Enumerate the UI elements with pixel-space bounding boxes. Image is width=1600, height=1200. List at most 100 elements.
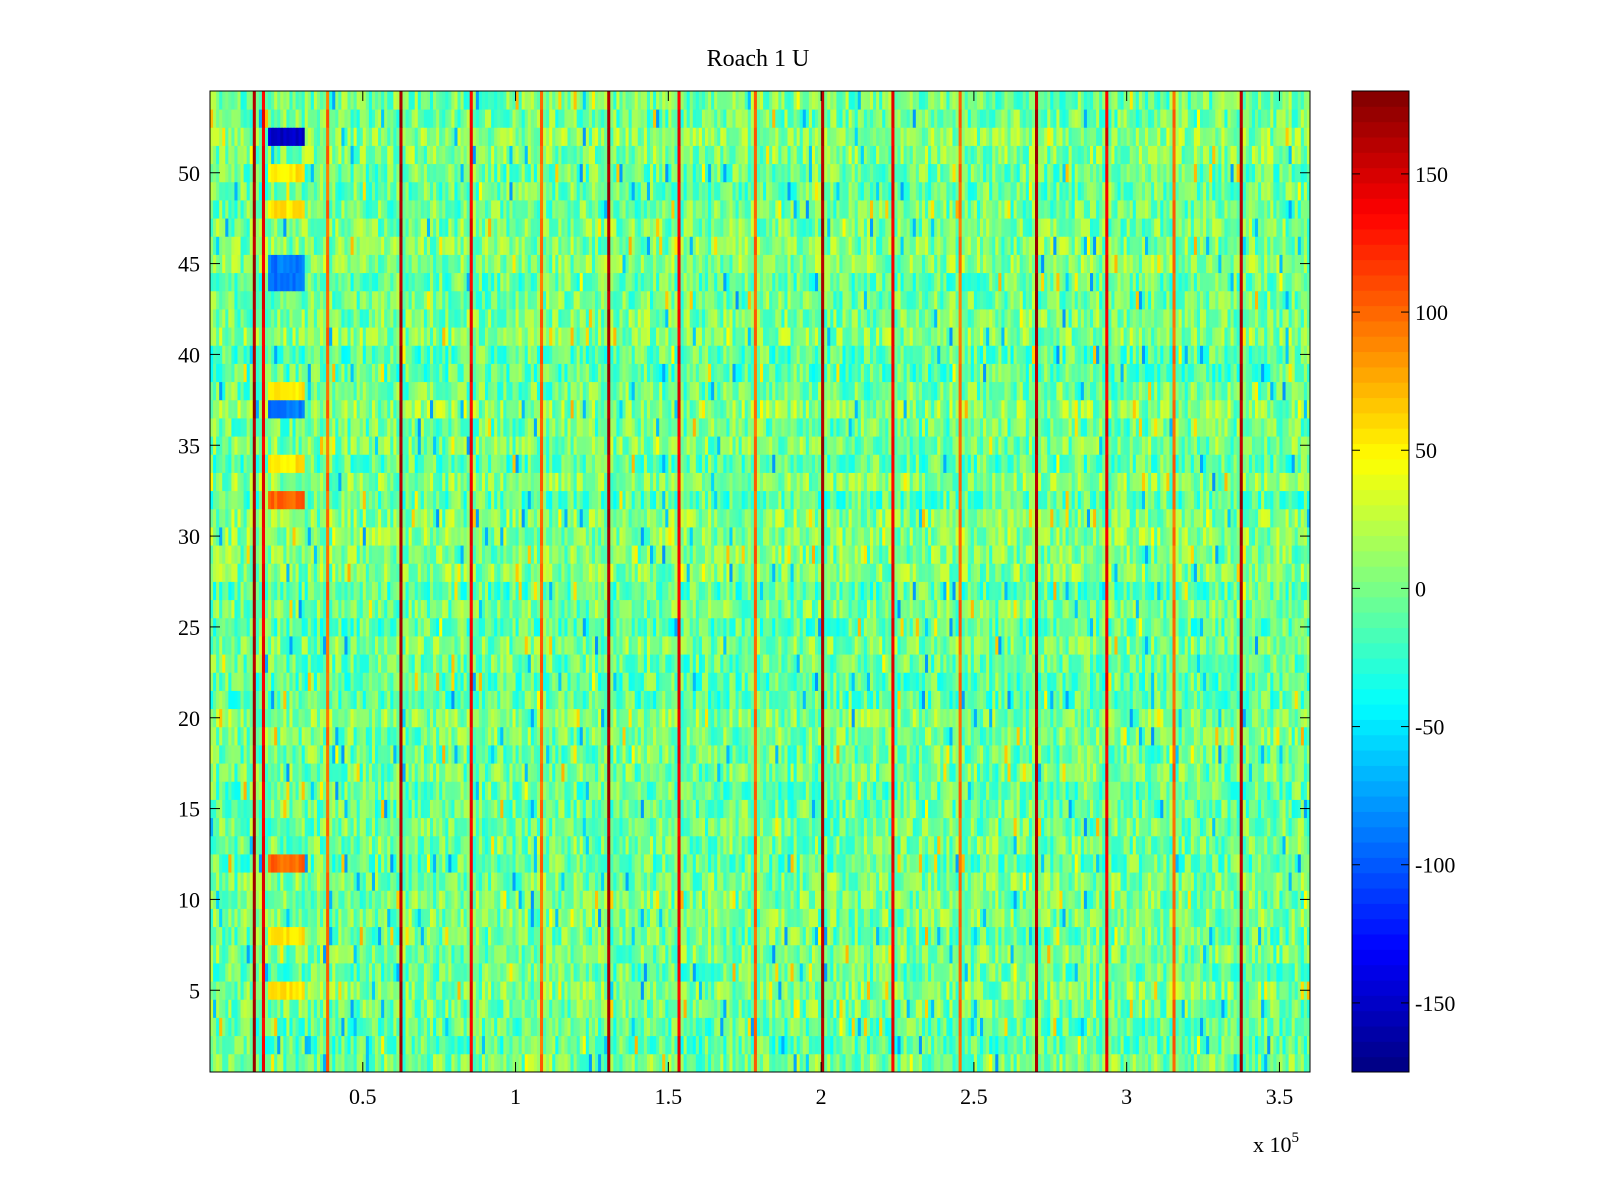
heatmap-cell [1304, 1018, 1307, 1037]
heatmap-cell [827, 945, 830, 964]
heatmap-cell [882, 1036, 885, 1055]
heatmap-cell [824, 1054, 827, 1073]
heatmap-cell [1224, 963, 1227, 982]
heatmap-cell [1001, 1036, 1004, 1055]
heatmap-cell [366, 999, 369, 1018]
heatmap-cell [1160, 963, 1163, 982]
heatmap-cell [1185, 963, 1188, 982]
heatmap-cell [1179, 999, 1182, 1018]
heatmap-cell [427, 927, 430, 946]
heatmap-cell [293, 999, 296, 1018]
heatmap-cell [1209, 1036, 1212, 1055]
heatmap-cell [705, 981, 708, 1000]
heatmap-cell [1124, 999, 1127, 1018]
heatmap-cell [1289, 1054, 1292, 1073]
heatmap-cell [323, 1054, 326, 1073]
heatmap-cell [1081, 1018, 1084, 1037]
heatmap-cell [332, 963, 335, 982]
heatmap-cell [1252, 1018, 1255, 1037]
heatmap-cell [928, 981, 931, 1000]
heatmap-cell [849, 945, 852, 964]
heatmap-cell [1157, 1054, 1160, 1073]
heatmap-cell [528, 1036, 531, 1055]
heatmap-cell [696, 999, 699, 1018]
heatmap-cell [451, 1018, 454, 1037]
heatmap-cell [1200, 1036, 1203, 1055]
heatmap-cell [873, 1054, 876, 1073]
heatmap-cell [314, 945, 317, 964]
heatmap-cell [763, 1036, 766, 1055]
heatmap-cell [959, 963, 962, 982]
heatmap-cell [418, 999, 421, 1018]
heatmap-cell [607, 981, 610, 1000]
heatmap-cell [244, 927, 247, 946]
heatmap-cell [598, 999, 601, 1018]
heatmap-cell [901, 963, 904, 982]
heatmap-cell [687, 981, 690, 1000]
heatmap-cell [1127, 1036, 1130, 1055]
heatmap-cell [1169, 1018, 1172, 1037]
heatmap-cell [888, 981, 891, 1000]
heatmap-cell [797, 963, 800, 982]
heatmap-cell [503, 963, 506, 982]
heatmap-cell [745, 1036, 748, 1055]
heatmap-cell [244, 1054, 247, 1073]
heatmap-cell [1148, 981, 1151, 1000]
heatmap-cell [589, 963, 592, 982]
heatmap-cell [381, 981, 384, 1000]
heatmap-cell [989, 1018, 992, 1037]
heatmap-cell [607, 999, 610, 1018]
heatmap-cell [430, 981, 433, 1000]
heatmap-cell [733, 1054, 736, 1073]
heatmap-cell [308, 999, 311, 1018]
heatmap-cell [635, 981, 638, 1000]
heatmap-cell [289, 963, 292, 982]
heatmap-cell [476, 981, 479, 1000]
heatmap-cell [650, 1018, 653, 1037]
heatmap-cell [1191, 999, 1194, 1018]
heatmap-cell [234, 999, 237, 1018]
heatmap-cell [794, 999, 797, 1018]
heatmap-cell [748, 945, 751, 964]
heatmap-cell [228, 927, 231, 946]
heatmap-cell [937, 1018, 940, 1037]
figure: Roach 1 U 0.5 1 1.5 2 2.5 3 3.5 51015202530354… [0, 0, 1600, 1200]
heatmap-cell [1151, 1036, 1154, 1055]
heatmap-cell [464, 963, 467, 982]
heatmap-cell [928, 999, 931, 1018]
heatmap-cell [891, 1054, 894, 1073]
heatmap-cell [320, 1018, 323, 1037]
heatmap-cell [497, 945, 500, 964]
heatmap-cell [1261, 945, 1264, 964]
heatmap-cell [344, 1054, 347, 1073]
heatmap-cell [803, 981, 806, 1000]
heatmap-cell [833, 945, 836, 964]
heatmap-cell [256, 963, 259, 982]
heatmap-cell [836, 1018, 839, 1037]
heatmap-cell [451, 1054, 454, 1073]
heatmap-cell [418, 945, 421, 964]
heatmap-cell [259, 945, 262, 964]
heatmap-cell [1059, 999, 1062, 1018]
heatmap-cell [1240, 963, 1243, 982]
heatmap-cell [1026, 945, 1029, 964]
heatmap-cell [406, 1018, 409, 1037]
heatmap-cell [326, 1018, 329, 1037]
heatmap-cell [427, 1018, 430, 1037]
heatmap-cell [1099, 1036, 1102, 1055]
heatmap-cell [1148, 1036, 1151, 1055]
heatmap-cell [1139, 981, 1142, 1000]
heatmap-cell [1237, 981, 1240, 1000]
heatmap-cell [904, 1018, 907, 1037]
heatmap-cell [723, 963, 726, 982]
heatmap-cell [729, 963, 732, 982]
heatmap-cell [222, 1036, 225, 1055]
heatmap-cell [1142, 999, 1145, 1018]
heatmap-cell [522, 927, 525, 946]
heatmap-cell [815, 981, 818, 1000]
heatmap-cell [516, 981, 519, 1000]
heatmap-cell [451, 945, 454, 964]
heatmap-cell [421, 927, 424, 946]
heatmap-cell [1041, 1054, 1044, 1073]
heatmap-cell [806, 1018, 809, 1037]
